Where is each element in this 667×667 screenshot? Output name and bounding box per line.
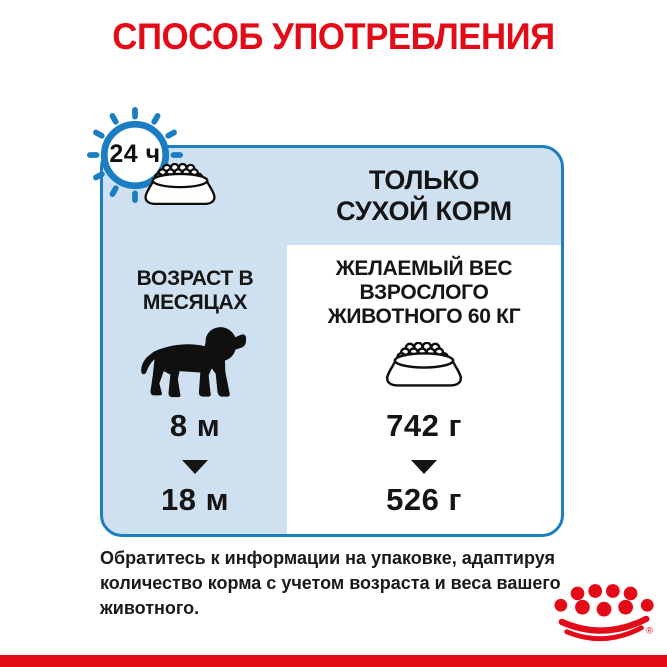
clock-24h-icon: 24 ч [87, 107, 183, 203]
brand-red-bar [0, 655, 667, 667]
portion-end-value: 526 г [386, 482, 462, 517]
dog-silhouette-icon [137, 321, 253, 409]
royal-canin-crown-logo: ® [552, 584, 660, 650]
dry-food-only-line1: ТОЛЬКО [368, 165, 480, 195]
footer-note: Обратитесь к информации на упаковке, ада… [100, 548, 561, 618]
page-title: СПОСОБ УПОТРЕБЛЕНИЯ [112, 16, 555, 57]
down-arrow-icon [182, 460, 208, 474]
kibble-bowl-icon [136, 162, 224, 213]
age-column-heading: ВОЗРАСТ В МЕСЯЦАХ [136, 267, 254, 314]
age-start-value: 8 м [169, 408, 221, 443]
kibble-bowl-icon [377, 341, 471, 395]
down-arrow-icon [411, 460, 437, 474]
age-column: ВОЗРАСТ В МЕСЯЦАХ 8 м 18 м [103, 245, 287, 534]
weight-column: ЖЕЛАЕМЫЙ ВЕС ВЗРОСЛОГО ЖИВОТНОГО 60 КГ 7… [287, 245, 561, 534]
svg-text:®: ® [646, 626, 653, 636]
dry-food-only-line2: СУХОЙ КОРМ [336, 196, 512, 226]
weight-column-heading: ЖЕЛАЕМЫЙ ВЕС ВЗРОСЛОГО ЖИВОТНОГО 60 КГ [327, 257, 521, 328]
dry-food-only-heading: ТОЛЬКО СУХОЙ КОРМ [287, 165, 561, 227]
feeding-panel: ТОЛЬКО СУХОЙ КОРМ ВОЗРАСТ В МЕСЯЦАХ 8 м … [100, 145, 564, 537]
clock-label: 24 ч [109, 140, 161, 168]
portion-start-value: 742 г [386, 408, 462, 443]
age-end-value: 18 м [160, 482, 230, 517]
